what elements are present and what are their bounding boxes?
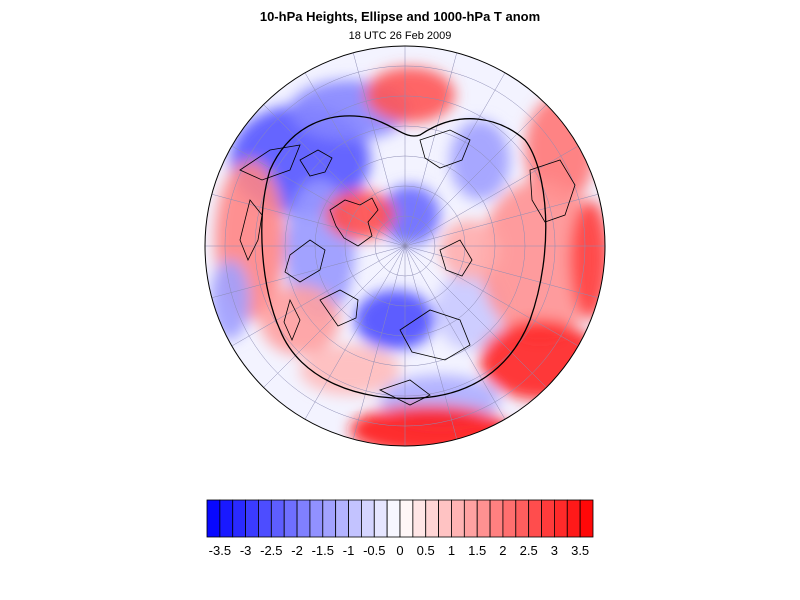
colorbar-box <box>528 499 542 538</box>
anomaly-region <box>450 120 510 200</box>
colorbar-box <box>258 499 272 538</box>
coastline <box>399 309 471 361</box>
meridian-line <box>211 193 406 247</box>
colorbar-tick-label: -0.5 <box>363 543 386 558</box>
colorbar-box <box>463 499 478 538</box>
coastline <box>529 159 576 223</box>
colorbar-box <box>554 499 568 538</box>
colorbar-tick-label: -3 <box>239 543 252 558</box>
anomaly-region <box>365 67 455 123</box>
coastline <box>239 144 301 181</box>
anomaly-region <box>325 190 395 240</box>
coastlines <box>239 129 576 406</box>
anomaly-region <box>380 185 440 245</box>
meridian-line <box>263 104 406 247</box>
colorbar-tick-label: 2.5 <box>519 543 538 558</box>
colorbar-tick-label: 0 <box>396 543 404 558</box>
colorbar-box <box>373 499 388 538</box>
colorbar-tick-label: 0.5 <box>416 543 435 558</box>
colorbar-box <box>489 499 504 538</box>
meridian-line <box>404 104 547 247</box>
coastline <box>329 197 379 247</box>
colorbar-box <box>579 499 594 538</box>
colorbar-tick-label: -1.5 <box>311 543 334 558</box>
colorbar-box <box>296 499 311 538</box>
coastline <box>439 239 473 277</box>
graticule <box>205 46 605 446</box>
meridian-line <box>404 193 599 247</box>
colorbar-tick-label: -2.5 <box>260 543 283 558</box>
anomaly-region <box>440 220 500 280</box>
meridian-line <box>304 245 406 420</box>
colorbar-box <box>360 499 375 538</box>
colorbar-box <box>502 499 517 538</box>
meridian-line <box>352 245 406 440</box>
colorbar-box <box>541 499 555 538</box>
colorbar-box <box>399 499 414 538</box>
colorbar-box <box>322 499 337 538</box>
anomaly-region <box>210 260 250 340</box>
map-subtitle: 18 UTC 26 Feb 2009 <box>348 30 452 42</box>
colorbar-box <box>206 499 221 538</box>
colorbar-box <box>425 499 440 538</box>
colorbar-box <box>309 499 324 538</box>
anomaly-region <box>480 180 600 340</box>
meridian-line <box>263 245 406 388</box>
colorbar-tick-label: -2 <box>291 543 303 558</box>
coastline <box>319 289 359 327</box>
coastline <box>283 298 301 342</box>
colorbar-box <box>283 499 298 538</box>
coastline <box>378 379 431 406</box>
colorbar-box <box>232 499 247 538</box>
meridian-line <box>231 245 406 347</box>
colorbar-box <box>335 499 349 538</box>
map-boundary <box>204 45 606 447</box>
coastline <box>239 199 263 261</box>
meridian-line <box>404 72 506 247</box>
coastline <box>419 129 471 169</box>
coastline <box>284 239 326 283</box>
meridian-line <box>304 72 406 247</box>
vortex-ellipse-contour <box>261 115 547 400</box>
colorbar-box <box>412 499 427 538</box>
meridian-line <box>404 52 458 247</box>
colorbar-tick-label: 2 <box>499 543 507 558</box>
meridian-line <box>404 245 458 440</box>
coastline <box>299 149 333 177</box>
colorbar-box <box>566 499 581 538</box>
meridian-line <box>404 145 579 247</box>
colorbar-box <box>348 499 362 538</box>
colorbar-box <box>270 499 285 538</box>
meridian-line <box>211 245 406 299</box>
colorbar-box <box>245 499 259 538</box>
meridian-line <box>404 245 506 420</box>
map-title: 10-hPa Heights, Ellipse and 1000-hPa T a… <box>259 9 541 24</box>
temperature-anomaly-field <box>205 46 605 446</box>
colorbar-box <box>386 499 401 538</box>
colorbar-tick-label: 1.5 <box>468 543 487 558</box>
meridian-line <box>404 245 547 388</box>
colorbar-box <box>219 499 234 538</box>
meridian-line <box>352 52 406 247</box>
colorbar-box <box>438 499 452 538</box>
colorbar-tick-label: 3.5 <box>571 543 590 558</box>
meridian-line <box>404 245 599 299</box>
colorbar-tick-label: 3 <box>550 543 559 558</box>
colorbar-tick-label: -3.5 <box>208 543 232 558</box>
colorbar-tick-label: -1 <box>342 543 355 558</box>
meridian-line <box>404 245 579 347</box>
meridian-line <box>231 145 406 247</box>
colorbar-box <box>476 499 491 538</box>
colorbar-tick-label: 1 <box>447 543 456 558</box>
colorbar-box <box>515 499 530 538</box>
colorbar-box <box>451 499 465 538</box>
